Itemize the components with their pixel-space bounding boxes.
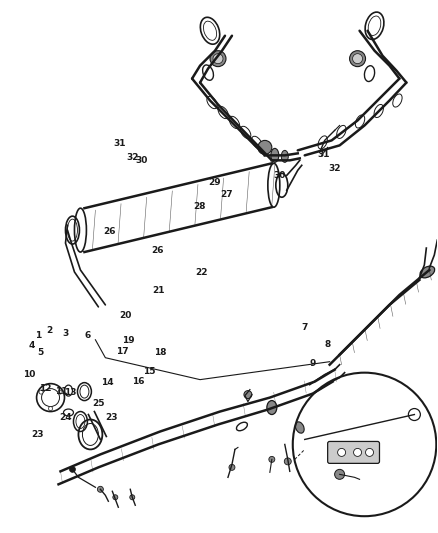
Text: 32: 32 xyxy=(126,152,139,161)
Text: 18: 18 xyxy=(154,348,166,357)
Text: 21: 21 xyxy=(152,286,165,295)
Ellipse shape xyxy=(420,266,434,278)
Text: 1: 1 xyxy=(35,331,41,340)
Circle shape xyxy=(97,486,103,492)
Text: 9: 9 xyxy=(310,359,316,368)
Circle shape xyxy=(366,448,374,456)
Text: 29: 29 xyxy=(208,178,221,187)
Text: 25: 25 xyxy=(93,399,105,408)
Text: 6: 6 xyxy=(84,331,90,340)
Circle shape xyxy=(353,448,361,456)
Text: 5: 5 xyxy=(38,348,44,357)
Text: 20: 20 xyxy=(119,311,131,320)
Circle shape xyxy=(244,391,252,399)
Text: 30: 30 xyxy=(135,156,148,165)
Text: 27: 27 xyxy=(221,190,233,199)
Text: 32: 32 xyxy=(328,164,341,173)
Text: 7: 7 xyxy=(301,323,307,332)
Text: 19: 19 xyxy=(122,336,134,345)
Text: 8: 8 xyxy=(324,340,330,349)
Ellipse shape xyxy=(295,422,304,433)
Ellipse shape xyxy=(271,148,279,163)
Text: 14: 14 xyxy=(101,378,114,387)
Circle shape xyxy=(350,51,366,67)
Circle shape xyxy=(258,140,272,155)
Circle shape xyxy=(58,390,62,394)
Text: 16: 16 xyxy=(132,377,145,386)
Circle shape xyxy=(70,466,75,472)
Circle shape xyxy=(269,456,275,462)
Text: 26: 26 xyxy=(151,246,163,255)
Text: 3: 3 xyxy=(62,329,68,338)
Text: 2: 2 xyxy=(46,326,53,335)
Circle shape xyxy=(284,458,291,465)
Text: 31: 31 xyxy=(113,139,126,148)
Circle shape xyxy=(338,448,346,456)
Text: 15: 15 xyxy=(143,367,155,376)
Text: 31: 31 xyxy=(318,150,330,159)
Text: 12: 12 xyxy=(39,384,52,393)
Text: 23: 23 xyxy=(105,414,117,423)
Text: 11: 11 xyxy=(55,387,67,397)
Text: 26: 26 xyxy=(104,228,116,237)
Circle shape xyxy=(49,407,53,410)
Circle shape xyxy=(113,495,118,500)
Text: 10: 10 xyxy=(23,370,35,379)
Text: 23: 23 xyxy=(32,430,44,439)
Circle shape xyxy=(335,470,345,479)
Text: 30: 30 xyxy=(273,171,286,180)
Text: 28: 28 xyxy=(193,203,205,212)
Text: 17: 17 xyxy=(116,347,128,356)
Circle shape xyxy=(213,54,223,63)
Circle shape xyxy=(210,51,226,67)
Text: 24: 24 xyxy=(59,414,72,423)
FancyBboxPatch shape xyxy=(328,441,379,463)
Text: 22: 22 xyxy=(195,269,208,277)
Ellipse shape xyxy=(281,150,288,163)
Text: 13: 13 xyxy=(64,389,77,398)
Circle shape xyxy=(130,495,135,500)
Text: 4: 4 xyxy=(29,341,35,350)
Circle shape xyxy=(39,390,43,394)
Circle shape xyxy=(229,464,235,470)
Circle shape xyxy=(353,54,363,63)
Ellipse shape xyxy=(267,401,277,415)
